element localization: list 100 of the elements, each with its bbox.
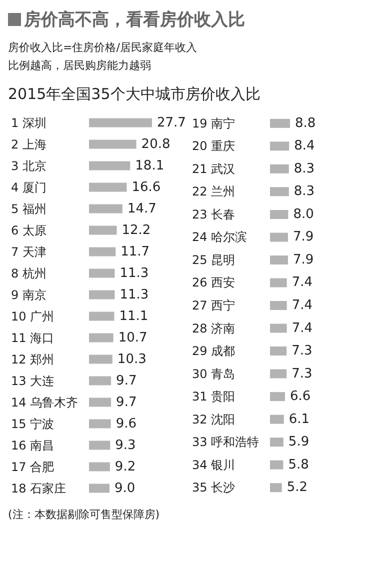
bar [89, 354, 112, 364]
category-label: 25 昆明 [192, 252, 236, 267]
category-label: 23 长春 [192, 207, 236, 222]
data-label: 14.7 [127, 201, 156, 216]
data-label: 7.3 [292, 344, 312, 359]
data-label: 8.0 [293, 206, 314, 222]
data-label: 5.9 [288, 434, 310, 450]
bar [270, 232, 288, 242]
category-label: 30 青岛 [192, 366, 236, 381]
category-label: 24 哈尔滨 [192, 230, 248, 244]
bar [89, 247, 116, 256]
data-label: 9.3 [115, 438, 136, 453]
data-label: 11.1 [119, 308, 148, 324]
bar [270, 414, 284, 424]
bar [270, 278, 287, 288]
data-label: 7.4 [292, 298, 313, 313]
category-label: 15 宁波 [11, 416, 54, 431]
category-label: 18 石家庄 [11, 481, 66, 496]
data-label: 9.7 [116, 373, 137, 388]
data-label: 20.8 [141, 136, 170, 152]
category-label: 26 西安 [192, 276, 236, 290]
bar [89, 462, 110, 472]
data-label: 5.2 [286, 480, 308, 496]
category-label: 5 福州 [11, 202, 46, 216]
data-label: 12.2 [122, 222, 151, 238]
bar [270, 346, 287, 356]
category-label: 35 长沙 [192, 480, 236, 495]
text: (注：本数据剔除可售型保障房) [8, 507, 161, 522]
category-label: 16 南昌 [11, 438, 54, 452]
bar [89, 268, 115, 278]
category-label: 4 厦门 [11, 180, 46, 194]
data-label: 7.9 [292, 230, 314, 245]
bar [89, 376, 112, 386]
bar [89, 484, 110, 493]
category-label: 6 太原 [11, 223, 46, 238]
category-label: 1 深圳 [11, 116, 46, 130]
category-label: 12 郑州 [11, 352, 54, 366]
data-label: 7.4 [292, 320, 313, 336]
bar [270, 187, 289, 196]
category-label: 27 西宁 [192, 298, 236, 312]
category-label: 28 济南 [192, 321, 236, 336]
bar [270, 164, 289, 174]
category-label: 22 兰州 [192, 184, 236, 199]
data-label: 9.2 [114, 459, 136, 474]
bar [270, 301, 287, 310]
data-label: 8.3 [294, 184, 315, 200]
bar [89, 312, 114, 321]
data-label: 11.3 [120, 287, 149, 302]
category-label: 34 银川 [192, 458, 236, 472]
data-label: 8.4 [294, 138, 315, 154]
bar [270, 118, 290, 128]
category-label: 20 重庆 [192, 139, 236, 154]
bar [89, 333, 114, 342]
data-label: 9.7 [116, 394, 137, 410]
text: 比例越高，居民购房能力越弱 [8, 58, 152, 74]
chart-title: 房价高不高，看看房价收入比 [24, 9, 245, 31]
category-label: 21 武汉 [192, 162, 236, 176]
data-label: 16.6 [132, 180, 161, 195]
data-label: 8.3 [294, 161, 315, 176]
data-label: 7.4 [292, 275, 313, 290]
data-label: 6.6 [290, 389, 311, 404]
category-label: 10 广州 [11, 309, 54, 324]
data-label: 7.3 [292, 366, 312, 382]
data-label: 18.1 [135, 158, 164, 174]
bar [270, 210, 288, 219]
category-label: 11 海口 [11, 330, 54, 345]
bar [89, 290, 115, 300]
data-label: 8.8 [295, 116, 316, 131]
category-label: 3 北京 [11, 158, 46, 173]
category-label: 33 呼和浩特 [192, 435, 260, 450]
bar [89, 118, 152, 128]
bar [270, 460, 284, 470]
bar [270, 392, 286, 402]
data-label: 11.3 [120, 266, 149, 281]
text: 2015年全国35个大中城市房价收入比 [8, 85, 262, 104]
bar [270, 255, 288, 264]
category-label: 13 大连 [11, 374, 54, 388]
data-label: 6.1 [288, 412, 310, 427]
category-label: 19 南宁 [192, 116, 236, 130]
data-label: 7.9 [292, 252, 314, 268]
data-label: 9.6 [116, 416, 137, 432]
bar [270, 483, 282, 492]
chart-subtitle: 房价收入比=住房价格/居民家庭年收入 [8, 40, 198, 56]
bar [89, 226, 117, 235]
bar [89, 419, 111, 428]
bar [270, 438, 284, 447]
category-label: 8 杭州 [11, 266, 46, 280]
category-label: 31 贵阳 [192, 390, 236, 404]
bar [270, 324, 287, 333]
data-label: 10.3 [117, 352, 146, 367]
category-label: 2 上海 [11, 137, 46, 152]
data-label: 11.7 [120, 244, 150, 260]
category-label: 7 天津 [11, 244, 46, 259]
bar [89, 161, 130, 170]
bar [89, 398, 112, 407]
data-label: 27.7 [157, 115, 186, 130]
bar [89, 182, 127, 192]
bar [89, 204, 122, 214]
data-label: 10.7 [118, 330, 148, 346]
data-label: 9.0 [114, 480, 136, 496]
